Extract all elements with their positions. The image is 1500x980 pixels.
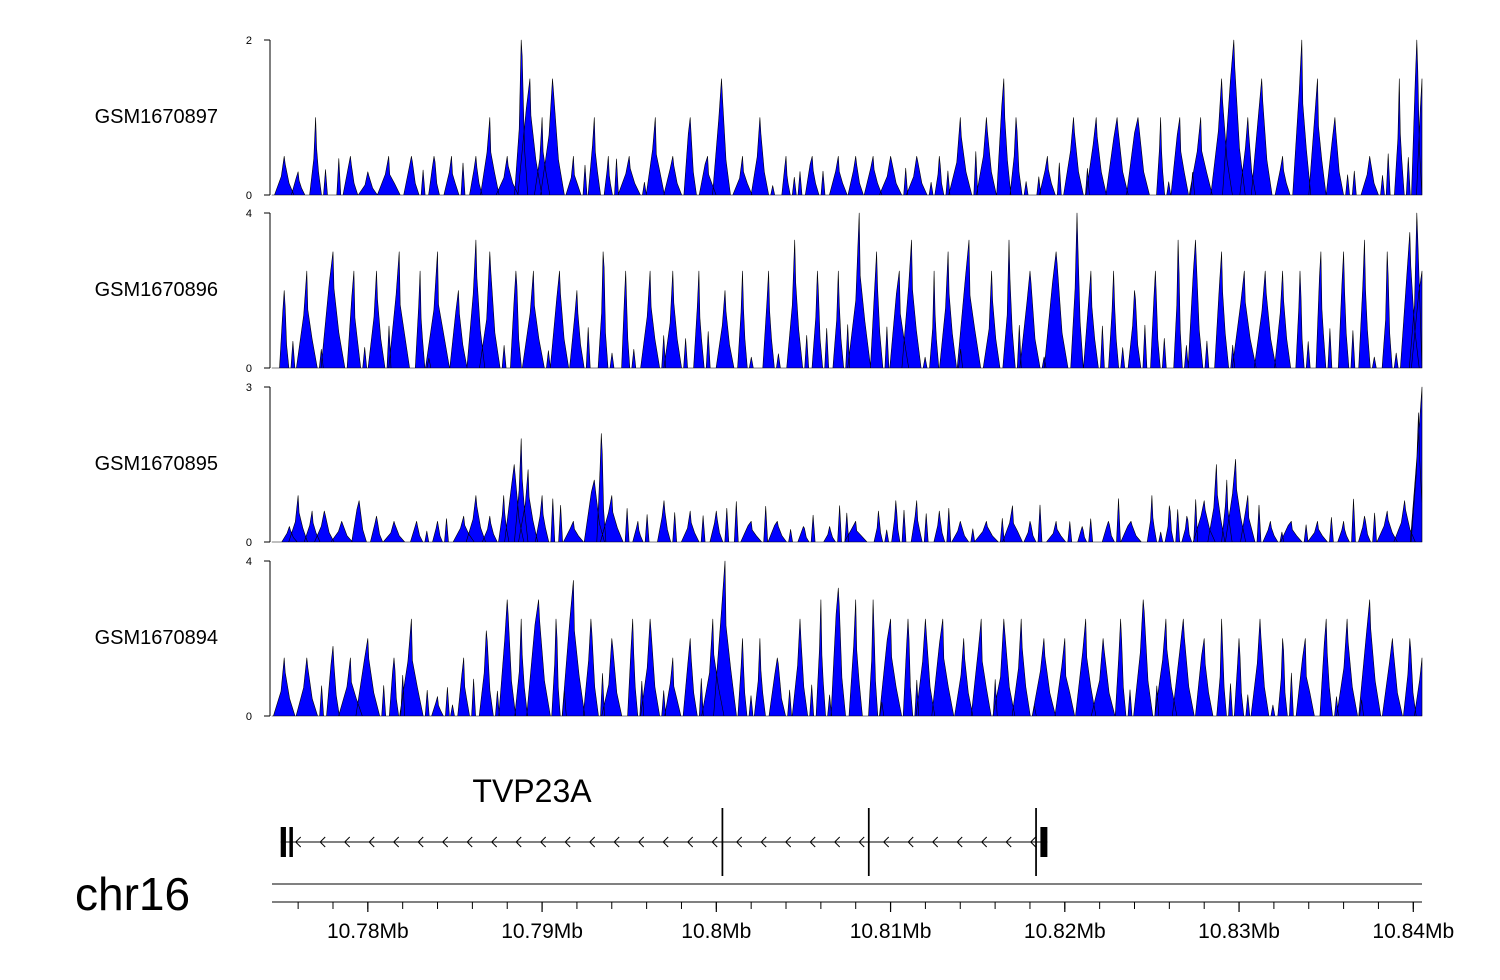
exon — [280, 827, 286, 857]
strand-arrow — [417, 836, 424, 848]
y-tick-label-max: 2 — [246, 35, 252, 47]
strand-arrow — [515, 836, 522, 848]
strand-arrow — [564, 836, 571, 848]
strand-arrow — [883, 836, 890, 848]
strand-arrow — [368, 836, 375, 848]
signal-area — [271, 39, 1423, 196]
strand-arrow — [442, 836, 449, 848]
y-tick-label-min: 0 — [246, 363, 252, 375]
y-tick-label-max: 3 — [246, 382, 252, 394]
track-label: GSM1670894 — [95, 627, 218, 649]
strand-arrow — [613, 836, 620, 848]
track-gsm1670897 — [264, 39, 1423, 196]
exon — [1035, 808, 1037, 876]
track-label: GSM1670897 — [95, 106, 218, 128]
strand-arrow — [540, 836, 547, 848]
strand-arrow — [662, 836, 669, 848]
strand-arrow — [858, 836, 865, 848]
strand-arrow — [981, 836, 988, 848]
exon — [289, 827, 293, 857]
y-tick-label-min: 0 — [246, 190, 252, 202]
strand-arrow — [1005, 836, 1012, 848]
track-gsm1670895 — [264, 386, 1423, 543]
y-tick-label-max: 4 — [246, 208, 252, 220]
axis-tick-label: 10.78Mb — [327, 920, 409, 943]
y-tick-label-min: 0 — [246, 537, 252, 549]
axis-tick-label: 10.82Mb — [1024, 920, 1106, 943]
track-label: GSM1670896 — [95, 279, 218, 301]
strand-arrow — [295, 836, 302, 848]
exon — [867, 808, 870, 876]
axis-tick-label: 10.81Mb — [850, 920, 932, 943]
strand-arrow — [466, 836, 473, 848]
strand-arrow — [319, 836, 326, 848]
y-tick-label-min: 0 — [246, 711, 252, 723]
chromosome-label: chr16 — [75, 868, 190, 920]
axis-tick-label: 10.83Mb — [1198, 920, 1280, 943]
axis-tick-label: 10.8Mb — [681, 920, 751, 943]
strand-arrow — [491, 836, 498, 848]
y-tick-label-max: 4 — [246, 556, 252, 568]
strand-arrow — [932, 836, 939, 848]
strand-arrow — [344, 836, 351, 848]
signal-area — [271, 386, 1423, 543]
gene-model — [280, 808, 1048, 876]
strand-arrow — [1030, 836, 1037, 848]
strand-arrow — [711, 836, 718, 848]
strand-arrow — [809, 836, 816, 848]
track-gsm1670894 — [264, 560, 1423, 717]
signal-area — [271, 212, 1423, 369]
strand-arrow — [687, 836, 694, 848]
strand-arrow — [638, 836, 645, 848]
strand-arrow — [785, 836, 792, 848]
track-gsm1670896 — [264, 212, 1423, 369]
strand-arrow — [393, 836, 400, 848]
strand-arrow — [760, 836, 767, 848]
strand-arrow — [736, 836, 743, 848]
genomic-axis — [272, 883, 1422, 912]
strand-arrow — [956, 836, 963, 848]
strand-arrow — [907, 836, 914, 848]
signal-area — [271, 560, 1423, 717]
axis-tick-label: 10.79Mb — [501, 920, 583, 943]
strand-arrow — [589, 836, 596, 848]
track-label: GSM1670895 — [95, 453, 218, 475]
exon — [1040, 827, 1048, 857]
gene-label: TVP23A — [472, 773, 592, 809]
exon — [721, 808, 724, 876]
axis-tick-label: 10.84Mb — [1372, 920, 1454, 943]
strand-arrow — [834, 836, 841, 848]
